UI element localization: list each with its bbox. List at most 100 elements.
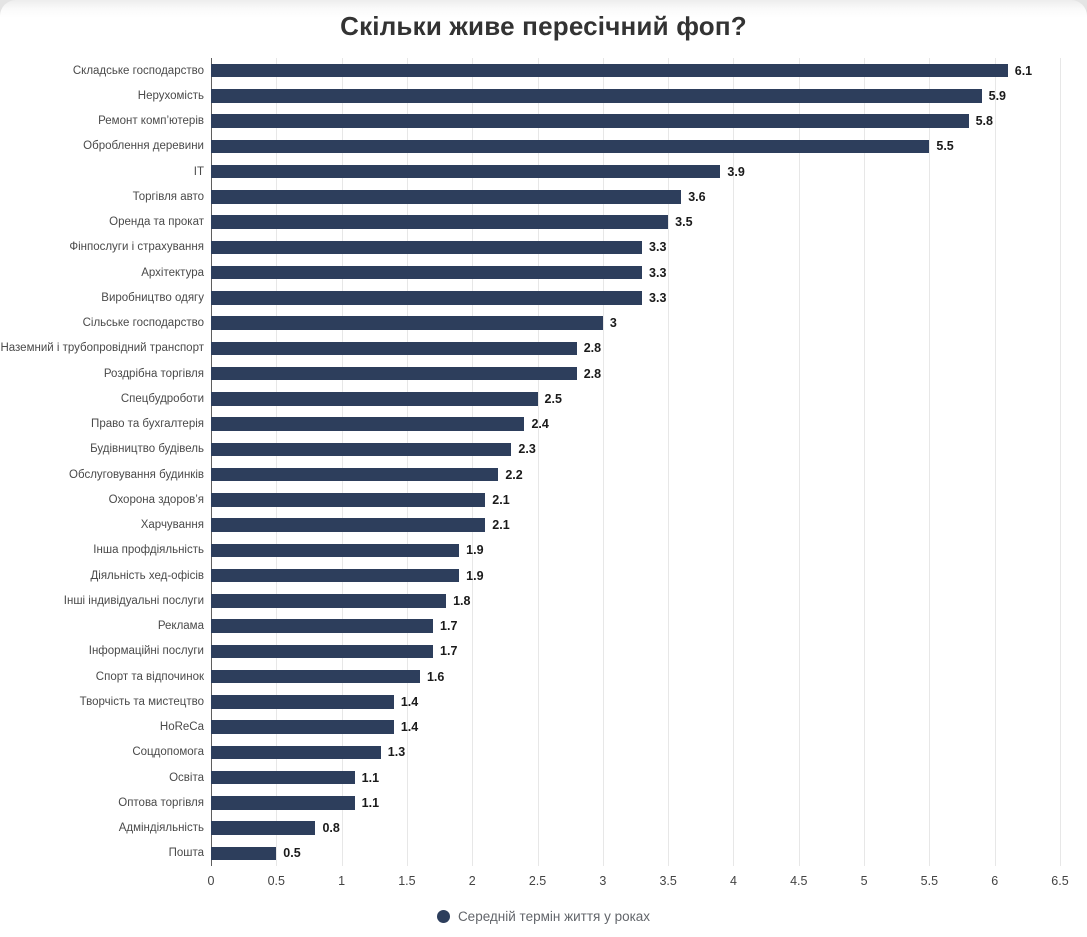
bar[interactable] — [211, 190, 682, 204]
bar[interactable] — [211, 63, 1008, 78]
bar[interactable] — [211, 518, 486, 532]
x-tick-label: 6 — [991, 874, 999, 888]
bar[interactable] — [211, 644, 434, 659]
bar[interactable] — [211, 695, 394, 709]
bar-row: Пошта 0.5 — [0, 841, 1087, 866]
bar[interactable] — [211, 796, 355, 810]
category-label: Оброблення деревини — [83, 140, 204, 153]
value-label: 1.3 — [387, 745, 406, 760]
category-label: Фінпослуги і страхування — [69, 241, 204, 254]
category-label: Обслуговування будинків — [69, 468, 204, 481]
bar[interactable] — [211, 417, 525, 431]
bar-row: Будівництво будівель 2.3 — [0, 437, 1087, 462]
category-label: Діяльність хед-офісів — [90, 569, 204, 582]
bar-track: 5.8 — [211, 109, 1060, 134]
x-tick-label: 3 — [599, 874, 607, 888]
gridline — [668, 58, 670, 866]
plot-area — [211, 58, 1061, 866]
chart-title: Скільки живе пересічний фоп? — [340, 11, 747, 41]
bar[interactable] — [211, 846, 277, 861]
category-label: Будівництво будівель — [90, 443, 204, 456]
x-tick-label: 0.5 — [267, 874, 285, 888]
legend-item[interactable]: Середній термін життя у роках — [436, 908, 651, 924]
value-label: 3.9 — [727, 164, 745, 179]
value-label: 1.4 — [400, 694, 419, 709]
bar[interactable] — [211, 341, 577, 356]
bar-track: 1.3 — [211, 740, 1060, 765]
category-label: Виробництво одягу — [101, 291, 204, 304]
bar-row: Виробництво одягу 3.3 — [0, 285, 1087, 310]
category-label: Оренда та прокат — [109, 216, 204, 229]
bar[interactable] — [211, 366, 577, 381]
bar[interactable] — [211, 114, 969, 128]
legend-label: Середній термін життя у роках — [457, 908, 651, 924]
bar[interactable] — [211, 720, 394, 734]
value-label: 2.1 — [492, 518, 510, 533]
value-label: 6.1 — [1014, 63, 1033, 78]
bar-track: 3.3 — [211, 235, 1060, 260]
bar[interactable] — [211, 770, 355, 785]
bar-row: Інформаційні послуги 1.7 — [0, 639, 1087, 664]
bar[interactable] — [211, 89, 982, 103]
bar[interactable] — [211, 265, 643, 280]
value-label: 2.2 — [505, 467, 523, 482]
bar-row: Інші індивідуальні послуги 1.8 — [0, 588, 1087, 613]
bar[interactable] — [211, 291, 643, 305]
value-label: 3.3 — [649, 240, 667, 255]
bar[interactable] — [211, 568, 460, 583]
bar[interactable] — [211, 745, 381, 760]
bar[interactable] — [211, 467, 499, 482]
gridline — [1060, 58, 1061, 866]
category-label: Реклама — [157, 620, 204, 633]
value-label: 2.1 — [492, 492, 510, 507]
value-label: 1.6 — [426, 669, 445, 684]
bar-row: Оброблення деревини 5.5 — [0, 134, 1087, 159]
category-label: Складське господарство — [72, 64, 204, 77]
value-label: 3.5 — [675, 215, 693, 230]
bar-track: 1.8 — [211, 588, 1060, 613]
bar-row: IT 3.9 — [0, 159, 1087, 184]
bar-track: 2.3 — [211, 437, 1060, 462]
bar[interactable] — [211, 240, 643, 255]
x-tick-label: 5.5 — [920, 874, 939, 888]
bar-row: Оренда та прокат 3.5 — [0, 210, 1087, 235]
bar-track: 2.4 — [211, 412, 1060, 437]
bar-row: Охорона здоров’я 2.1 — [0, 487, 1087, 512]
category-label: Творчість та мистецтво — [79, 695, 204, 708]
bar[interactable] — [211, 442, 512, 457]
category-label: Освіта — [169, 771, 204, 784]
gridline — [994, 58, 996, 866]
bar-track: 1.6 — [211, 664, 1060, 689]
value-label: 2.3 — [518, 442, 536, 457]
category-label: Охорона здоров’я — [108, 493, 204, 506]
x-tick-label: 1 — [338, 874, 346, 888]
category-label: Архітектура — [141, 266, 204, 279]
value-label: 3 — [609, 316, 617, 331]
bar[interactable] — [211, 215, 669, 229]
bar-row: Адміндіяльність 0.8 — [0, 816, 1087, 841]
bar[interactable] — [211, 821, 316, 835]
bar-track: 3.3 — [211, 285, 1060, 310]
bar[interactable] — [211, 669, 420, 684]
bar-track: 1.7 — [211, 614, 1060, 639]
gridline — [276, 58, 278, 866]
bar[interactable] — [211, 139, 930, 154]
bar[interactable] — [211, 619, 434, 633]
bar-row: Складське господарство 6.1 — [0, 58, 1087, 83]
gridline — [537, 58, 539, 866]
bar[interactable] — [211, 594, 447, 608]
gridline — [733, 58, 735, 866]
bar[interactable] — [211, 392, 538, 406]
value-label: 2.5 — [544, 391, 562, 406]
bar-track: 2.1 — [211, 513, 1060, 538]
bar[interactable] — [211, 164, 721, 179]
category-label: Інша профдіяльність — [93, 544, 204, 557]
category-label: Спецбудроботи — [120, 392, 204, 405]
category-label: Роздрібна торгівля — [103, 367, 204, 380]
bar[interactable] — [211, 543, 460, 558]
bar[interactable] — [211, 316, 603, 330]
bar[interactable] — [211, 493, 486, 507]
category-label: Пошта — [168, 847, 204, 860]
bar-track: 0.8 — [211, 816, 1060, 841]
